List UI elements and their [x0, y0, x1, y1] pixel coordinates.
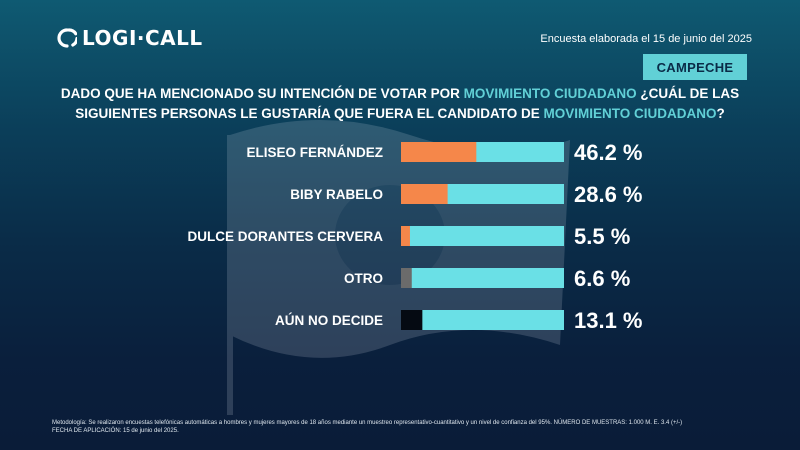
bar [401, 142, 477, 162]
bar-track [401, 226, 564, 246]
bar-track [401, 310, 564, 330]
bar [401, 184, 448, 204]
region-badge: CAMPECHE [643, 54, 747, 80]
question-text-1: DADO QUE HA MENCIONADO SU INTENCIÓN DE V… [60, 86, 464, 101]
category-label: OTRO [344, 271, 383, 286]
logo-text: LOGI·CALL [82, 26, 203, 50]
value-label: 28.6 % [574, 182, 643, 207]
value-label: 13.1 % [574, 308, 643, 333]
value-label: 5.5 % [574, 224, 630, 249]
footnote-methodology: Metodología: Se realizaron encuestas tel… [52, 420, 683, 426]
question-text-3: ? [716, 106, 725, 121]
logo-icon [57, 28, 77, 48]
question-highlight-2: MOVIMIENTO CIUDADANO [543, 106, 717, 121]
category-label: ELISEO FERNÁNDEZ [246, 145, 383, 160]
question-highlight-1: MOVIMIENTO CIUDADANO [463, 86, 637, 101]
bar [401, 310, 423, 330]
header: LOGI·CALL Encuesta elaborada el 15 de ju… [0, 0, 800, 60]
bar-track [401, 268, 564, 288]
methodology-footnote: Metodología: Se realizaron encuestas tel… [52, 419, 752, 435]
question-title: DADO QUE HA MENCIONADO SU INTENCIÓN DE V… [50, 84, 750, 124]
survey-date: Encuesta elaborada el 15 de junio del 20… [540, 33, 752, 45]
category-label: BIBY RABELO [290, 187, 383, 202]
question-text-2: ¿CUÁL DE LAS SIGUIENTES PERSONAS LE GUST… [75, 86, 740, 121]
value-label: 46.2 % [574, 140, 643, 165]
category-label: DULCE DORANTES CERVERA [187, 229, 383, 244]
logo: LOGI·CALL [55, 26, 203, 50]
bar [401, 226, 410, 246]
footnote-date: FECHA DE APLICACIÓN: 15 de junio del 202… [52, 428, 179, 434]
bar [401, 268, 412, 288]
category-label: AÚN NO DECIDE [275, 313, 383, 328]
value-label: 6.6 % [574, 266, 630, 291]
